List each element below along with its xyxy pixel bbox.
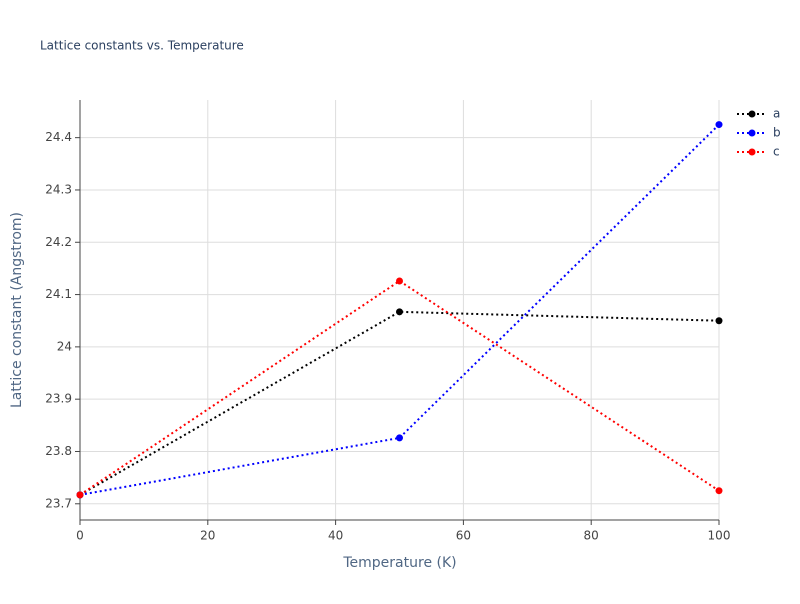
x-tick-label: 0 xyxy=(76,529,84,543)
data-point xyxy=(396,434,403,442)
legend-label: c xyxy=(773,145,780,159)
legend-label: a xyxy=(773,107,780,121)
x-axis-title: Temperature (K) xyxy=(342,555,456,571)
legend-marker xyxy=(748,148,756,156)
y-tick-label: 24 xyxy=(57,339,72,353)
chart-title: Lattice constants vs. Temperature xyxy=(40,39,244,53)
data-point xyxy=(396,277,403,285)
y-tick-label: 23.8 xyxy=(45,444,72,458)
y-tick-label: 24.4 xyxy=(45,130,72,144)
data-point xyxy=(396,308,403,316)
data-point xyxy=(715,487,723,495)
x-tick-label: 60 xyxy=(456,529,471,543)
y-tick-label: 24.1 xyxy=(45,287,72,301)
x-tick-label: 20 xyxy=(200,529,215,543)
data-point xyxy=(76,491,84,499)
data-point xyxy=(715,317,723,325)
x-tick-label: 100 xyxy=(708,529,731,543)
y-tick-label: 24.3 xyxy=(45,182,72,196)
legend-marker xyxy=(748,129,756,137)
y-tick-label: 24.2 xyxy=(45,235,72,249)
y-tick-label: 23.7 xyxy=(45,496,72,510)
legend-marker xyxy=(748,110,756,118)
y-tick-label: 23.9 xyxy=(45,392,72,406)
data-point xyxy=(715,121,723,129)
series-line xyxy=(79,310,720,496)
legend-label: b xyxy=(773,126,781,140)
y-axis-title: Lattice constant (Angstrom) xyxy=(9,212,25,408)
x-tick-label: 80 xyxy=(584,529,599,543)
x-tick-label: 40 xyxy=(328,529,343,543)
